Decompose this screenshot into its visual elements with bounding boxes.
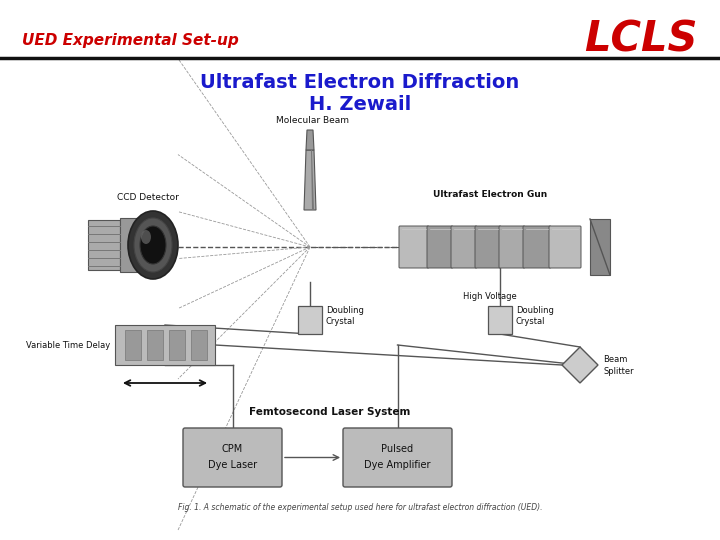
Ellipse shape [134, 218, 172, 272]
FancyBboxPatch shape [169, 330, 185, 360]
Text: Molecular Beam: Molecular Beam [276, 116, 348, 125]
FancyBboxPatch shape [399, 226, 429, 268]
FancyBboxPatch shape [147, 330, 163, 360]
Text: Pulsed: Pulsed [382, 444, 413, 455]
Polygon shape [304, 150, 316, 210]
FancyBboxPatch shape [88, 220, 120, 270]
Ellipse shape [141, 230, 151, 244]
Ellipse shape [140, 226, 166, 264]
FancyBboxPatch shape [427, 226, 453, 268]
FancyBboxPatch shape [343, 428, 452, 487]
Text: CPM: CPM [222, 444, 243, 455]
Polygon shape [590, 219, 610, 275]
FancyBboxPatch shape [499, 226, 525, 268]
Polygon shape [488, 306, 512, 334]
Text: Doubling
Crystal: Doubling Crystal [326, 306, 364, 326]
FancyBboxPatch shape [120, 218, 138, 272]
Text: Variable Time Delay: Variable Time Delay [26, 341, 110, 349]
FancyBboxPatch shape [451, 226, 477, 268]
FancyBboxPatch shape [191, 330, 207, 360]
FancyBboxPatch shape [549, 226, 581, 268]
Text: Doubling
Crystal: Doubling Crystal [516, 306, 554, 326]
Text: LCLS: LCLS [585, 19, 698, 61]
Text: UED Experimental Set-up: UED Experimental Set-up [22, 32, 239, 48]
Text: Femtosecond Laser System: Femtosecond Laser System [249, 407, 410, 417]
Polygon shape [306, 130, 314, 150]
FancyBboxPatch shape [115, 325, 215, 365]
Text: Splitter: Splitter [603, 367, 634, 375]
Polygon shape [298, 306, 322, 334]
FancyBboxPatch shape [125, 330, 141, 360]
FancyBboxPatch shape [475, 226, 501, 268]
Text: Ultrafast Electron Gun: Ultrafast Electron Gun [433, 190, 547, 199]
Polygon shape [562, 347, 598, 383]
Text: Ultrafast Electron Diffraction: Ultrafast Electron Diffraction [200, 72, 520, 91]
FancyBboxPatch shape [183, 428, 282, 487]
Polygon shape [311, 150, 314, 210]
FancyBboxPatch shape [523, 226, 551, 268]
Text: High Voltage: High Voltage [463, 292, 517, 301]
Text: Beam: Beam [603, 354, 627, 363]
Text: Dye Amplifier: Dye Amplifier [364, 461, 431, 470]
Text: Dye Laser: Dye Laser [208, 461, 257, 470]
Text: H. Zewail: H. Zewail [309, 96, 411, 114]
Ellipse shape [128, 211, 178, 279]
Text: Fig. 1. A schematic of the experimental setup used here for ultrafast electron d: Fig. 1. A schematic of the experimental … [178, 503, 542, 512]
Text: CCD Detector: CCD Detector [117, 193, 179, 202]
